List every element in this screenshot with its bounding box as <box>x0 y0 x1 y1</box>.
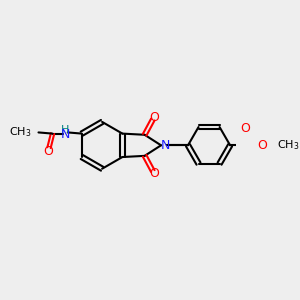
Text: O: O <box>149 167 159 180</box>
Text: O: O <box>149 111 159 124</box>
Text: O: O <box>43 145 53 158</box>
Text: O: O <box>240 122 250 135</box>
Text: N: N <box>60 128 70 141</box>
Text: H: H <box>61 125 69 135</box>
Text: CH$_3$: CH$_3$ <box>9 125 32 139</box>
Text: N: N <box>160 139 170 152</box>
Text: CH$_3$: CH$_3$ <box>278 138 300 152</box>
Text: O: O <box>257 139 267 152</box>
